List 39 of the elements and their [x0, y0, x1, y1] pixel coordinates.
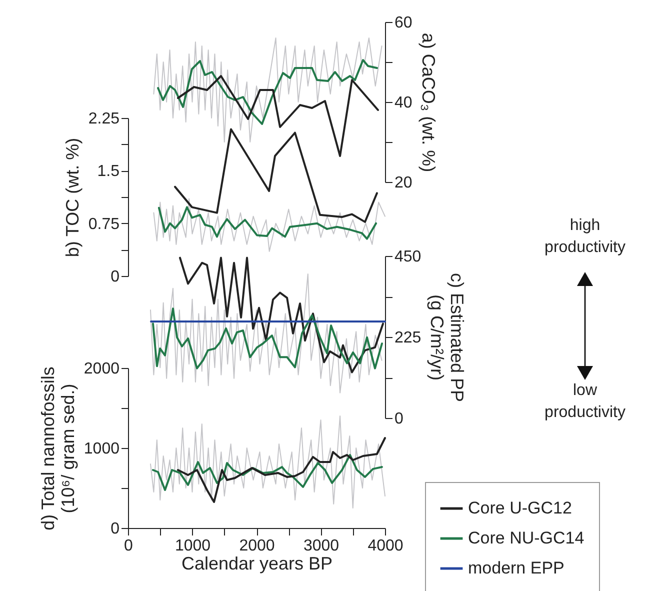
line-series [153, 198, 386, 252]
line-series [152, 308, 383, 370]
y-tick-label: 2.25 [88, 110, 120, 128]
y-tick-label: 0 [110, 268, 120, 286]
y-tick-label: 0 [110, 520, 120, 538]
line-series [150, 274, 382, 394]
y-tick-label: 0.75 [88, 216, 120, 233]
y-tick-label: 0 [394, 410, 404, 428]
x-tick-label: 2000 [239, 538, 275, 554]
y-axis-title: b) TOC (wt. %) [62, 138, 82, 258]
x-tick-label: 3000 [303, 538, 340, 554]
y-tick-label: 450 [394, 248, 422, 266]
x-tick-label: 1000 [174, 538, 211, 554]
y-tick-label: 40 [394, 94, 412, 112]
y-axis-title: c) Estimated PP (g C/m²/yr) [427, 272, 468, 402]
line-series [153, 38, 382, 142]
y-tick-label: 20 [394, 174, 412, 192]
y-tick-label: 2000 [84, 360, 120, 378]
text: high productivity [544, 217, 626, 256]
legend-label: Core U-GC12 [468, 498, 572, 518]
y-axis-title: d) Total nannofossils (10⁶/ gram sed.) [38, 366, 78, 530]
line-series [152, 454, 383, 491]
legend-label: modern EPP [468, 558, 564, 578]
x-tick-label: 0 [124, 538, 134, 554]
x-axis-title: Calendar years BP [181, 554, 333, 574]
legend-label: Core NU-GC14 [468, 528, 584, 548]
line-series [150, 416, 386, 508]
line-series [174, 128, 378, 223]
y-tick-label: 225 [394, 330, 422, 346]
y-tick-label: 1.5 [97, 163, 120, 180]
line-series [176, 75, 379, 157]
y-tick-label: 60 [394, 14, 412, 32]
y-axis-title: a) CaCO₃ (wt. %) [418, 32, 438, 172]
line-series [176, 437, 386, 503]
x-tick-label: 4000 [368, 538, 404, 554]
y-tick-label: 1000 [84, 440, 120, 458]
line-series [157, 59, 378, 125]
line-series [158, 206, 378, 240]
text: low productivity [544, 382, 626, 421]
